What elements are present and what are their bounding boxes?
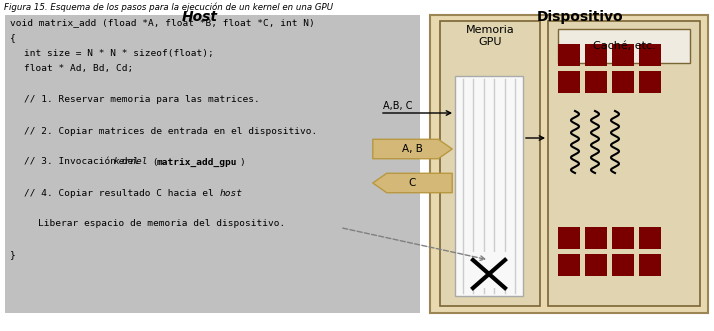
Bar (455, 76, 523, 296)
Text: C: C (409, 178, 416, 188)
Text: Caché, etc.: Caché, etc. (593, 41, 655, 51)
Bar (440, 21, 540, 306)
Text: Host: Host (182, 10, 218, 24)
Bar (558, 227, 580, 249)
Text: Figura 15. Esquema de los pasos para la ejecución de un kernel en una GPU: Figura 15. Esquema de los pasos para la … (4, 3, 333, 13)
Text: Dispositivo: Dispositivo (537, 10, 623, 24)
Text: host: host (220, 188, 243, 198)
FancyArrowPatch shape (373, 173, 452, 193)
Bar (612, 254, 634, 276)
Bar (612, 44, 634, 66)
Bar (430, 15, 708, 313)
Bar (585, 227, 607, 249)
Text: (: ( (147, 158, 159, 166)
Text: void matrix_add (fload *A, float *B, float *C, int N): void matrix_add (fload *A, float *B, flo… (10, 18, 315, 27)
Text: int size = N * N * sizeof(float);: int size = N * N * sizeof(float); (24, 49, 213, 58)
Bar (558, 254, 580, 276)
Bar (558, 44, 580, 66)
Bar (5, 15, 420, 313)
Bar (612, 227, 634, 249)
Text: Liberar espacio de memoria del dispositivo.: Liberar espacio de memoria del dispositi… (38, 219, 286, 228)
Text: float * Ad, Bd, Cd;: float * Ad, Bd, Cd; (24, 65, 134, 73)
Bar (612, 71, 634, 93)
Bar (639, 254, 661, 276)
Bar (548, 21, 700, 306)
Bar (471, 252, 507, 288)
Bar (585, 71, 607, 93)
Bar (639, 44, 661, 66)
Bar (558, 29, 690, 63)
Text: A, B: A, B (402, 144, 423, 154)
Text: {: { (10, 33, 16, 42)
Bar (558, 71, 580, 93)
FancyArrowPatch shape (373, 139, 452, 159)
Text: }: } (10, 251, 16, 260)
Text: ): ) (239, 158, 245, 166)
Bar (585, 44, 607, 66)
Text: A,B, C: A,B, C (383, 101, 413, 111)
Text: // 3. Invocación del: // 3. Invocación del (24, 158, 145, 166)
Text: Memoria
GPU: Memoria GPU (466, 25, 514, 47)
Text: // 2. Copiar matrices de entrada en el dispositivo.: // 2. Copiar matrices de entrada en el d… (24, 126, 317, 135)
Text: // 1. Reservar memoria para las matrices.: // 1. Reservar memoria para las matrices… (24, 96, 260, 105)
Bar (639, 227, 661, 249)
Text: // 4. Copiar resultado C hacia el: // 4. Copiar resultado C hacia el (24, 188, 219, 198)
Bar (639, 71, 661, 93)
Bar (585, 254, 607, 276)
Text: kernel: kernel (114, 158, 149, 166)
Text: matrix_add_gpu: matrix_add_gpu (157, 158, 238, 166)
